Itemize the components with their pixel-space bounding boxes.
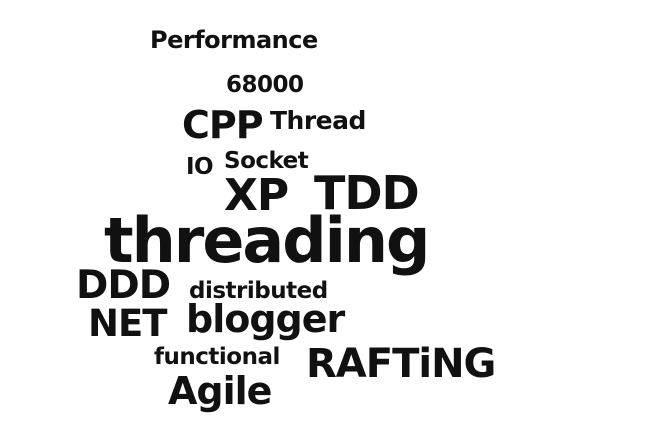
word-cpp: CPP <box>182 103 264 147</box>
word-distributed: distributed <box>189 278 328 304</box>
word-socket: Socket <box>224 148 309 174</box>
word-agile: Agile <box>168 369 272 413</box>
word-io: IO <box>186 154 214 180</box>
word-threading: threading <box>104 204 430 277</box>
word-net: NET <box>88 302 167 345</box>
word-blogger: blogger <box>186 297 345 341</box>
word-ddd: DDD <box>76 263 171 308</box>
word-performance: Performance <box>150 26 318 54</box>
word-tdd: TDD <box>314 166 420 220</box>
word-rafting: RAFTiNG <box>306 341 496 387</box>
word-xp: XP <box>224 170 289 221</box>
word-68000: 68000 <box>226 72 304 98</box>
word-functional: functional <box>154 344 280 370</box>
word-thread: Thread <box>270 106 366 135</box>
